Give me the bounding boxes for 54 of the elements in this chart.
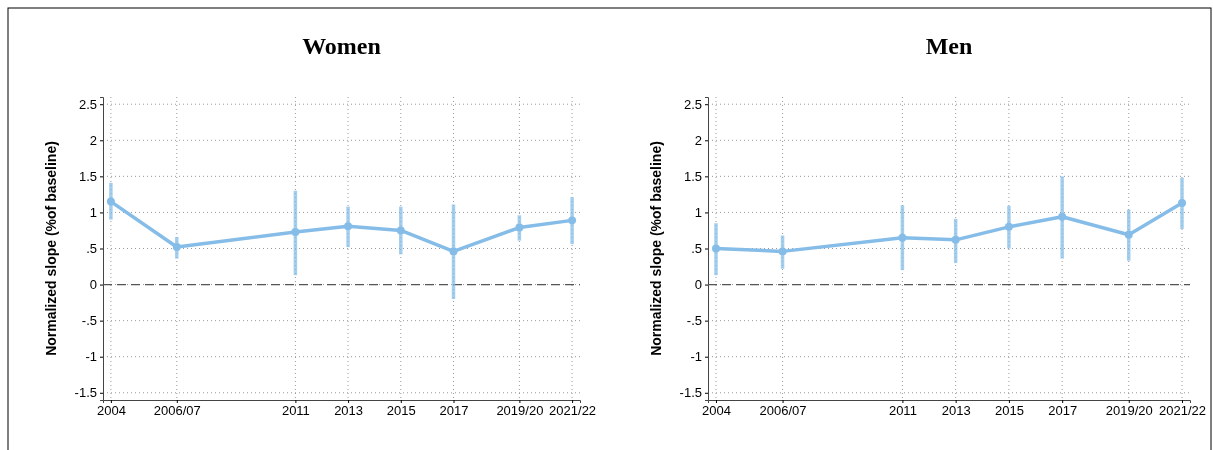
point [515,223,524,232]
point [712,244,720,253]
x-tick-label: 2006/07 [759,403,807,419]
y-tick-label: 2.5 [683,96,702,112]
point [449,247,458,256]
y-tick-label: -1.5 [74,385,97,401]
y-tick-label: 0 [89,277,97,293]
x-tick-label: 2021/22 [1159,403,1207,419]
x-tick-label: 2019/20 [496,403,544,419]
x-tick-label: 2006/07 [153,403,201,419]
chart-title: Men [925,33,973,59]
y-tick-label: .5 [691,241,702,257]
y-tick-label: -.5 [81,313,97,329]
chart-title: Women [302,33,381,59]
y-tick-label: -1.5 [679,385,702,401]
point [568,216,577,225]
point [106,197,115,206]
x-tick-label: 2015 [994,403,1024,419]
x-tick-label: 2004 [96,403,126,419]
point [291,227,300,236]
x-tick-label: 2015 [386,403,416,419]
y-tick-label: 2 [89,132,97,148]
y-tick-label: 1 [89,205,97,221]
x-tick-label: 2011 [888,403,917,419]
y-axis-title: Normalized slope (%of baseline) [648,141,664,356]
point [778,247,787,256]
y-tick-label: 1.5 [78,169,97,185]
point [1058,212,1067,221]
x-tick-label: 2017 [1048,403,1078,419]
y-tick-label: -.5 [686,313,702,329]
y-tick-label: -1 [85,349,97,365]
y-tick-label: 2.5 [78,96,97,112]
point [951,235,960,244]
point [172,243,181,252]
y-tick-label: 0 [694,277,702,293]
point [1178,199,1186,208]
point [344,222,353,231]
x-tick-label: 2004 [702,403,731,419]
point [898,233,907,242]
y-axis-title: Normalized slope (%of baseline) [43,141,59,356]
y-tick-label: 1 [694,205,702,221]
x-tick-label: 2013 [334,403,364,419]
x-tick-label: 2011 [281,403,310,419]
y-tick-label: 2 [694,132,702,148]
x-tick-label: 2013 [941,403,971,419]
x-tick-label: 2017 [439,403,469,419]
y-tick-label: 1.5 [683,169,702,185]
point [1004,222,1013,231]
x-tick-label: 2019/20 [1105,403,1153,419]
x-tick-label: 2021/22 [549,403,597,419]
point [396,226,405,235]
y-tick-label: .5 [86,241,97,257]
y-tick-label: -1 [690,349,702,365]
point [1124,230,1133,239]
